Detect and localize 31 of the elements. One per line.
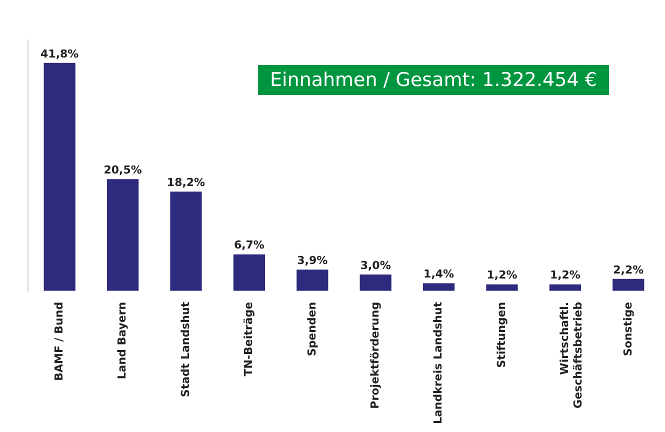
- bar: [612, 278, 644, 291]
- x-tick-label: Land Bayern: [116, 302, 129, 380]
- x-tick-label: Spenden: [305, 302, 318, 356]
- x-tick-label: Sonstige: [621, 302, 634, 356]
- bar: [549, 284, 581, 291]
- x-tick-label: Stadt Landshut: [178, 302, 192, 398]
- x-tick-label: Projektförderung: [368, 302, 382, 409]
- x-tick-label: TN-Beiträge: [242, 302, 256, 376]
- bar: [107, 179, 139, 291]
- bar: [360, 274, 392, 291]
- text: Einnahmen / Gesamt: 1.322.454 €: [258, 65, 609, 95]
- bar: [486, 284, 518, 291]
- x-tick-label: BAMF / Bund: [52, 302, 66, 381]
- bar: [170, 192, 202, 291]
- data-label: 3,9%: [297, 254, 328, 267]
- x-tick-label: Wirtschaftl. Geschäftsbetrieb: [558, 302, 584, 408]
- data-label: 1,2%: [486, 268, 518, 282]
- data-label: 41,8%: [40, 47, 79, 60]
- bar: [296, 270, 328, 291]
- bar: [44, 62, 76, 291]
- bar: [233, 254, 265, 291]
- x-tick-label: Landkreis Landshut: [432, 302, 445, 424]
- data-label: 20,5%: [104, 163, 142, 176]
- bar: [423, 283, 455, 291]
- data-label: 3,0%: [360, 258, 391, 272]
- data-label: 1,2%: [550, 268, 580, 282]
- x-tick-label: Stiftungen: [494, 302, 508, 368]
- data-label: 1,4%: [424, 268, 454, 281]
- data-label: 2,2%: [613, 263, 644, 276]
- data-label: 6,7%: [234, 238, 264, 252]
- data-label: 18,2%: [166, 176, 206, 189]
